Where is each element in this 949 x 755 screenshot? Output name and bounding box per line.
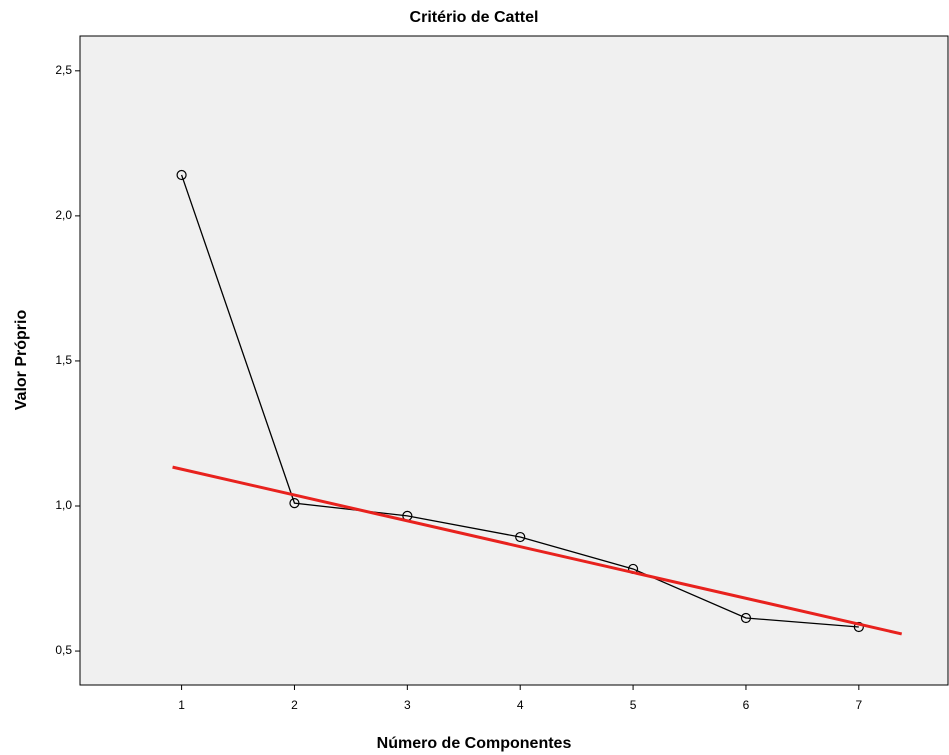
x-tick-label: 6 <box>743 698 750 712</box>
data-point <box>289 497 300 509</box>
y-axis-label: Valor Próprio <box>13 310 30 411</box>
y-tick-label: 1,5 <box>55 353 72 367</box>
x-axis-label: Número de Componentes <box>377 735 572 752</box>
x-tick-label: 4 <box>517 698 524 712</box>
data-point <box>853 621 864 633</box>
y-tick-label: 2,0 <box>55 208 72 222</box>
x-tick-label: 3 <box>404 698 411 712</box>
y-tick-label: 2,5 <box>55 63 72 77</box>
data-point <box>176 169 187 181</box>
x-tick-label: 1 <box>178 698 185 712</box>
series-line <box>180 174 859 628</box>
plot-area <box>79 35 949 686</box>
data-point <box>740 612 752 624</box>
y-tick-label: 1,0 <box>55 498 72 512</box>
chart-title: Critério de Cattel <box>410 9 539 26</box>
y-tick-label: 0,5 <box>55 643 72 657</box>
x-tick-label: 7 <box>855 698 862 712</box>
trend-line <box>172 465 903 636</box>
x-tick-label: 5 <box>630 698 637 712</box>
data-point <box>515 531 526 543</box>
x-tick-label: 2 <box>291 698 298 712</box>
